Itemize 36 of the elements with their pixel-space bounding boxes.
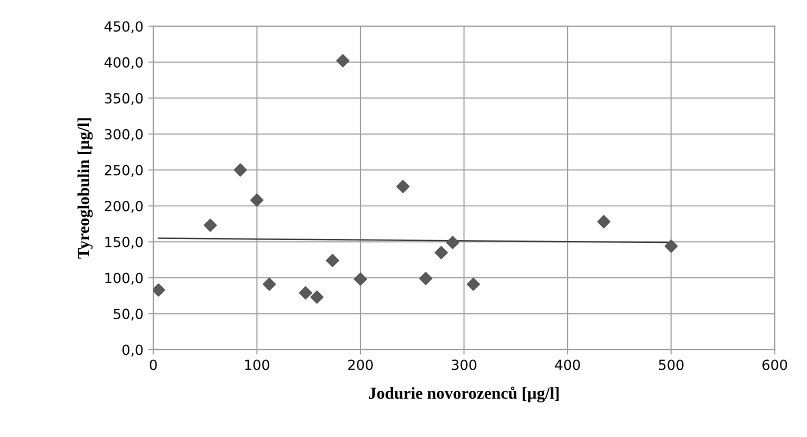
y-tick-label: 450,0 <box>104 21 143 34</box>
point <box>664 240 678 253</box>
point <box>153 283 166 297</box>
y-tick-label: 0,0 <box>122 344 143 356</box>
y-tick-label: 50,0 <box>114 308 143 321</box>
point <box>298 286 312 300</box>
point <box>250 194 264 207</box>
point <box>204 218 217 232</box>
y-tick-label: 300,0 <box>104 128 143 141</box>
y-tick-label: 350,0 <box>104 93 143 105</box>
point <box>326 254 340 268</box>
point <box>234 163 247 177</box>
x-tick-label: 600 <box>762 360 788 370</box>
point <box>597 215 610 228</box>
y-tick-label: 400,0 <box>104 57 143 70</box>
point <box>419 272 432 286</box>
point <box>354 272 368 286</box>
y-tick-label: 100,0 <box>105 272 143 285</box>
x-tick-label: 0 <box>150 360 157 370</box>
point <box>310 290 324 304</box>
point <box>434 246 448 260</box>
x-axis-title: Jodurie novorozenců [µg/l] <box>368 386 559 402</box>
point <box>446 236 460 250</box>
x-tick-label: 300 <box>452 360 476 370</box>
point <box>396 180 410 194</box>
point <box>336 54 350 68</box>
y-tick-label: 200,0 <box>104 200 143 213</box>
y-tick-label: 150,0 <box>105 236 143 249</box>
point <box>262 278 276 291</box>
x-tick-label: 200 <box>348 360 373 370</box>
x-tick-label: 500 <box>658 360 684 370</box>
x-tick-label: 100 <box>245 360 270 370</box>
x-tick-label: 400 <box>555 360 580 370</box>
y-tick-label: 250,0 <box>104 164 143 177</box>
y-axis-title: Tyreoglobulin [µg/l] <box>77 118 93 259</box>
point <box>466 278 480 291</box>
